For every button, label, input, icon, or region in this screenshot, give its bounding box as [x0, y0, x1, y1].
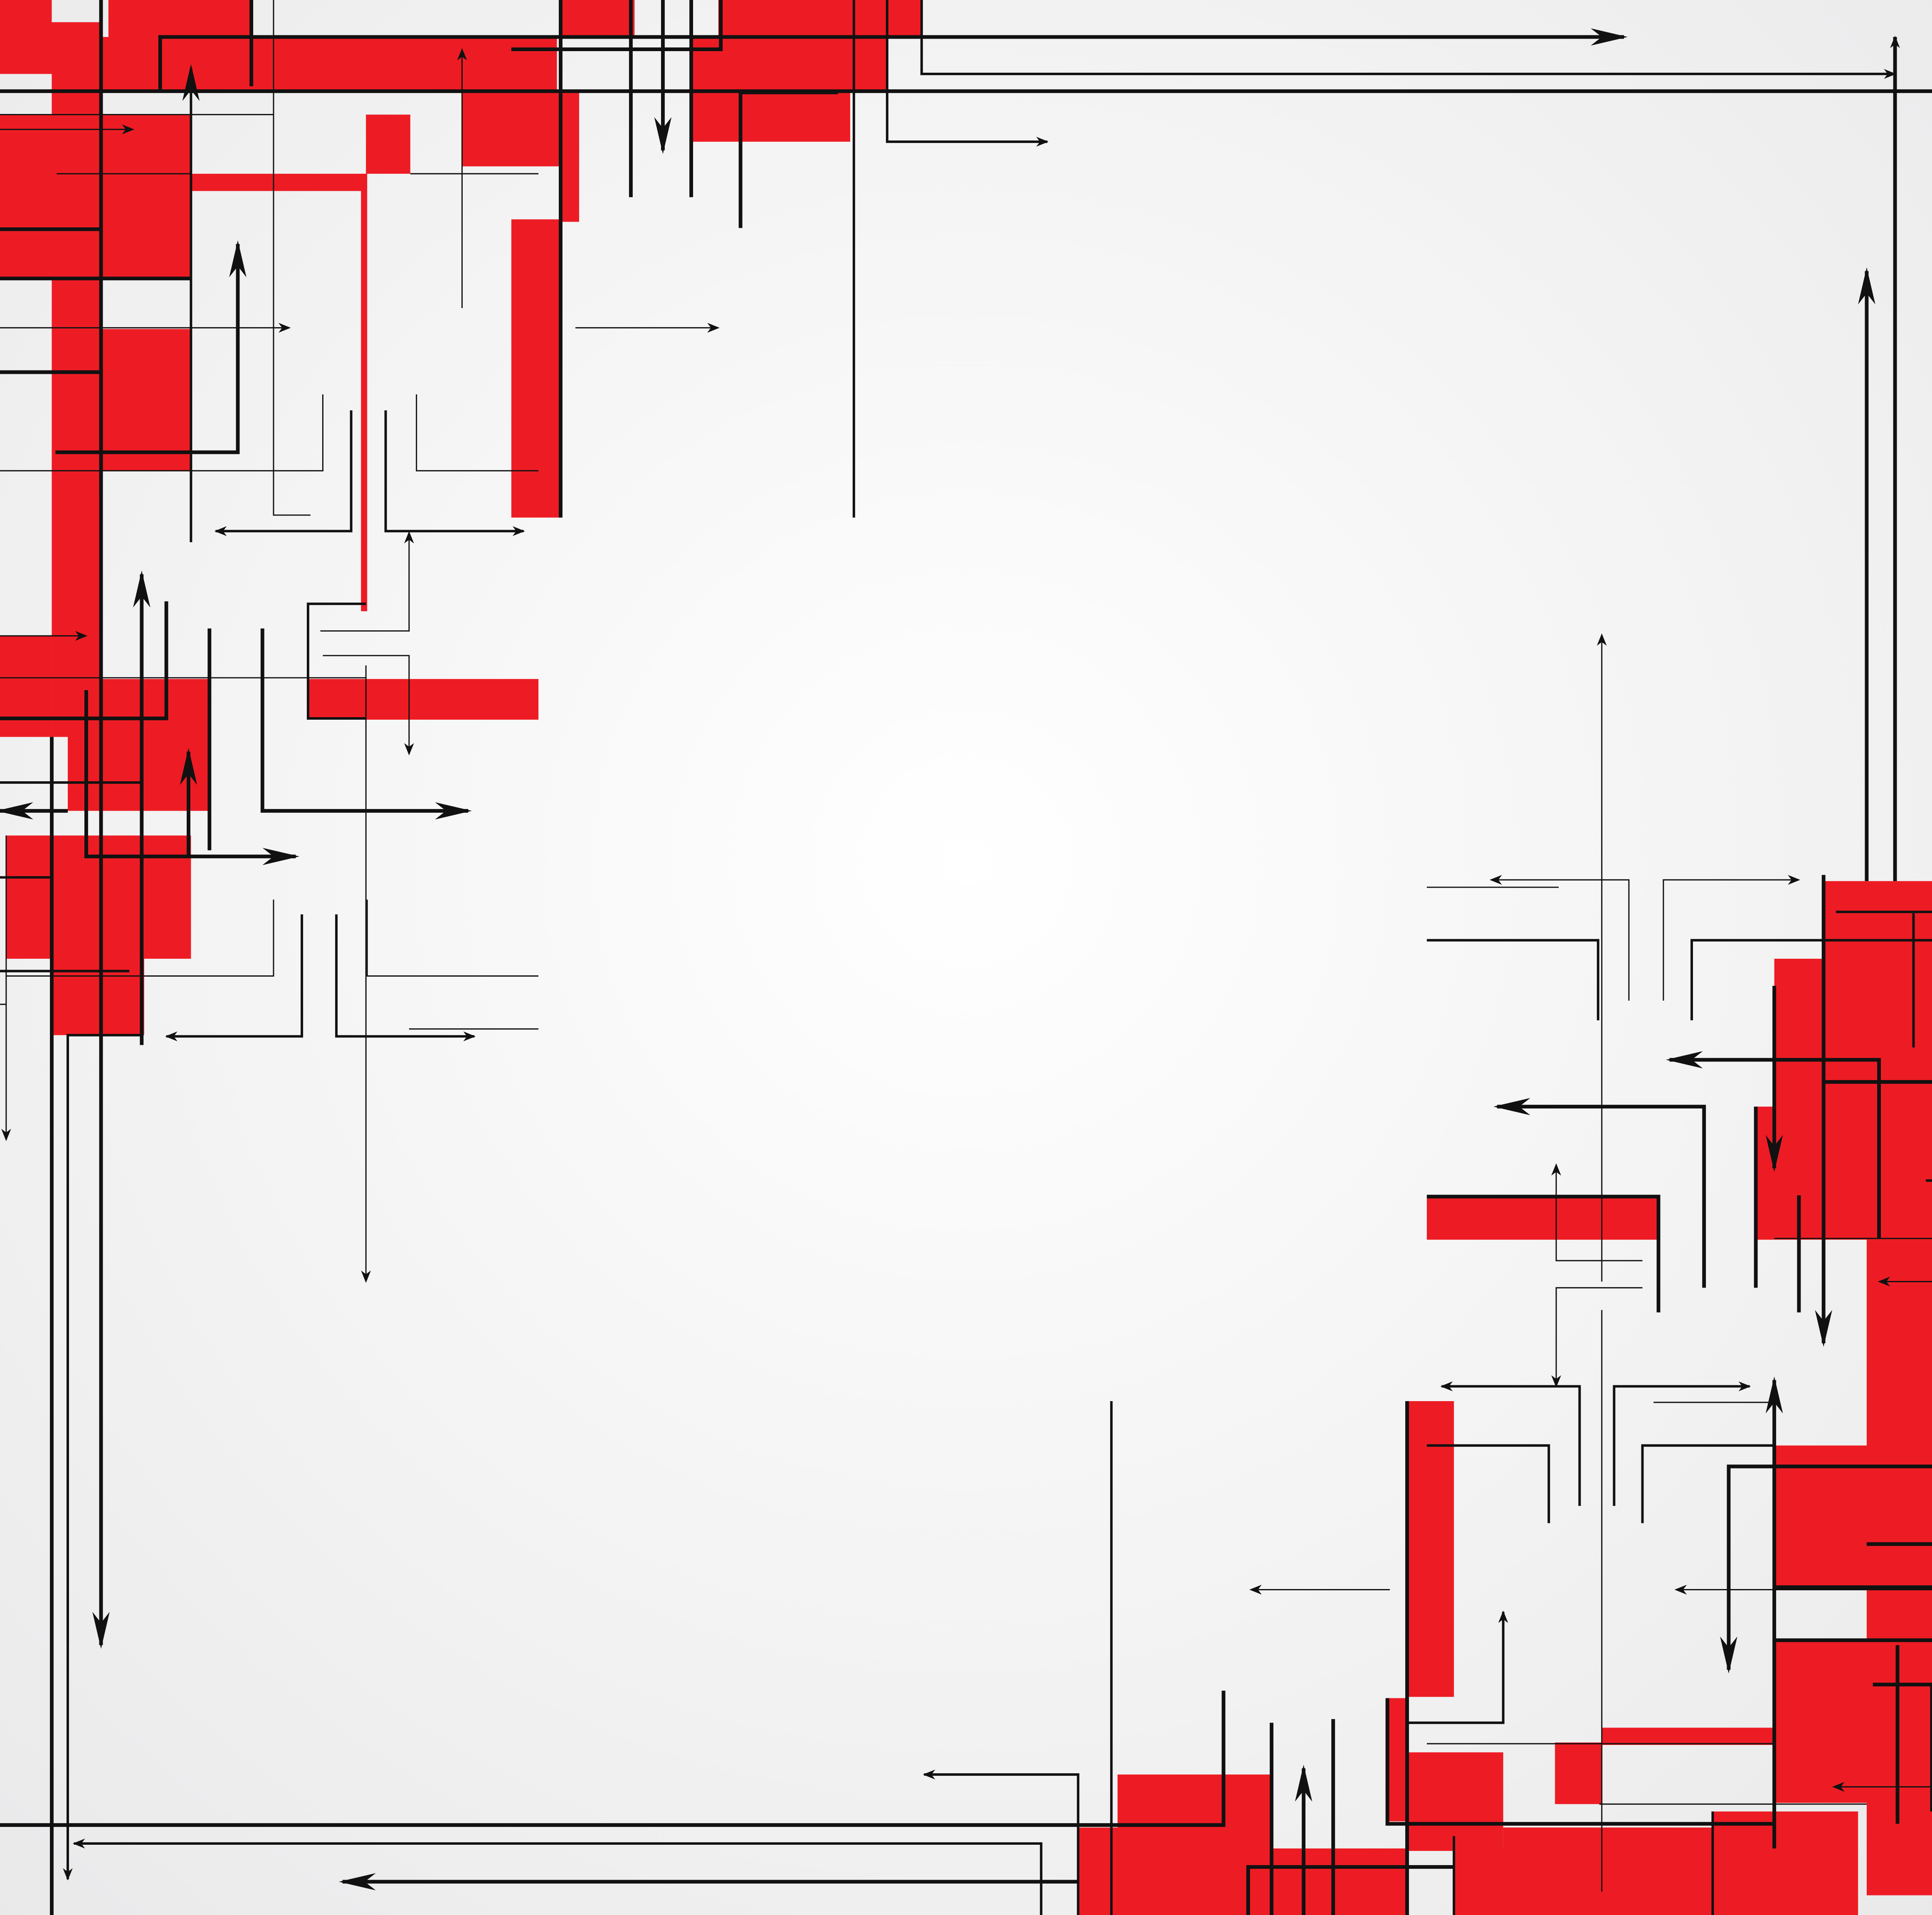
- red-block: [52, 329, 191, 471]
- arrow-line: [165, 914, 303, 1041]
- arrow-line: [335, 914, 476, 1041]
- red-block: [1774, 1445, 1932, 1587]
- line: [273, 0, 311, 516]
- red-block: [1407, 1401, 1454, 1697]
- red-block: [1387, 1698, 1406, 1821]
- line: [366, 899, 539, 977]
- red-block: [361, 173, 368, 612]
- line: [1690, 939, 1932, 1021]
- red-block: [366, 114, 410, 174]
- line: [6, 899, 274, 977]
- arrow-line: [1440, 1381, 1581, 1506]
- red-block: [191, 173, 364, 191]
- red-block: [0, 114, 191, 277]
- arrow-line: [384, 410, 525, 536]
- line: [0, 394, 323, 471]
- line: [0, 1690, 1226, 1827]
- line: [1873, 1683, 1932, 1812]
- arrow-line: [72, 1838, 1043, 1915]
- arrow-line: [1666, 1051, 1881, 1239]
- red-block: [1271, 1848, 1407, 1915]
- red-block: [560, 0, 635, 37]
- red-block: [511, 219, 561, 518]
- arrow-line: [1720, 1464, 1932, 1674]
- arrow-line: [158, 28, 1628, 93]
- line: [1426, 1444, 1550, 1523]
- red-block: [308, 679, 539, 720]
- line: [1246, 1865, 1454, 1915]
- red-block: [1407, 1752, 1503, 1851]
- red-block: [6, 835, 191, 959]
- arrow-line: [84, 690, 300, 865]
- arrow-line: [214, 410, 353, 536]
- red-block: [718, 0, 814, 37]
- line: [511, 0, 723, 52]
- arrow-line: [323, 655, 414, 755]
- red-block: [101, 37, 557, 93]
- red-block: [0, 0, 52, 74]
- red-block: [68, 679, 210, 811]
- arrow-line: [1551, 1287, 1643, 1388]
- red-block: [1118, 1774, 1272, 1915]
- line: [738, 90, 838, 228]
- red-block: [560, 92, 579, 222]
- line: [0, 370, 103, 493]
- arrow-line: [1490, 875, 1630, 1001]
- red-block: [0, 636, 52, 737]
- arrow-line: [1493, 1098, 1706, 1288]
- line: [1426, 1194, 1661, 1313]
- red-block: [1774, 1640, 1932, 1803]
- arrow-line: [260, 628, 472, 820]
- arrow-line: [920, 0, 1897, 79]
- line: [416, 394, 539, 471]
- arrow-line: [55, 240, 247, 454]
- red-block: [1601, 1727, 1898, 1745]
- red-block: [1555, 1742, 1602, 1804]
- line: [1426, 939, 1599, 1021]
- arrow-line: [923, 1769, 1080, 1915]
- arrow-line: [1613, 1381, 1751, 1506]
- line: [1641, 1444, 1774, 1523]
- line: [67, 1034, 142, 1645]
- arrow-line: [886, 0, 1049, 147]
- line: [0, 601, 168, 721]
- arrow-line: [320, 531, 414, 632]
- red-block: [1426, 1197, 1659, 1240]
- line: [1385, 1698, 1774, 1826]
- line: [306, 602, 366, 720]
- red-block: [1454, 1848, 1774, 1915]
- arrow-line: [1663, 875, 1800, 1001]
- arrow-line: [1407, 1610, 1508, 1724]
